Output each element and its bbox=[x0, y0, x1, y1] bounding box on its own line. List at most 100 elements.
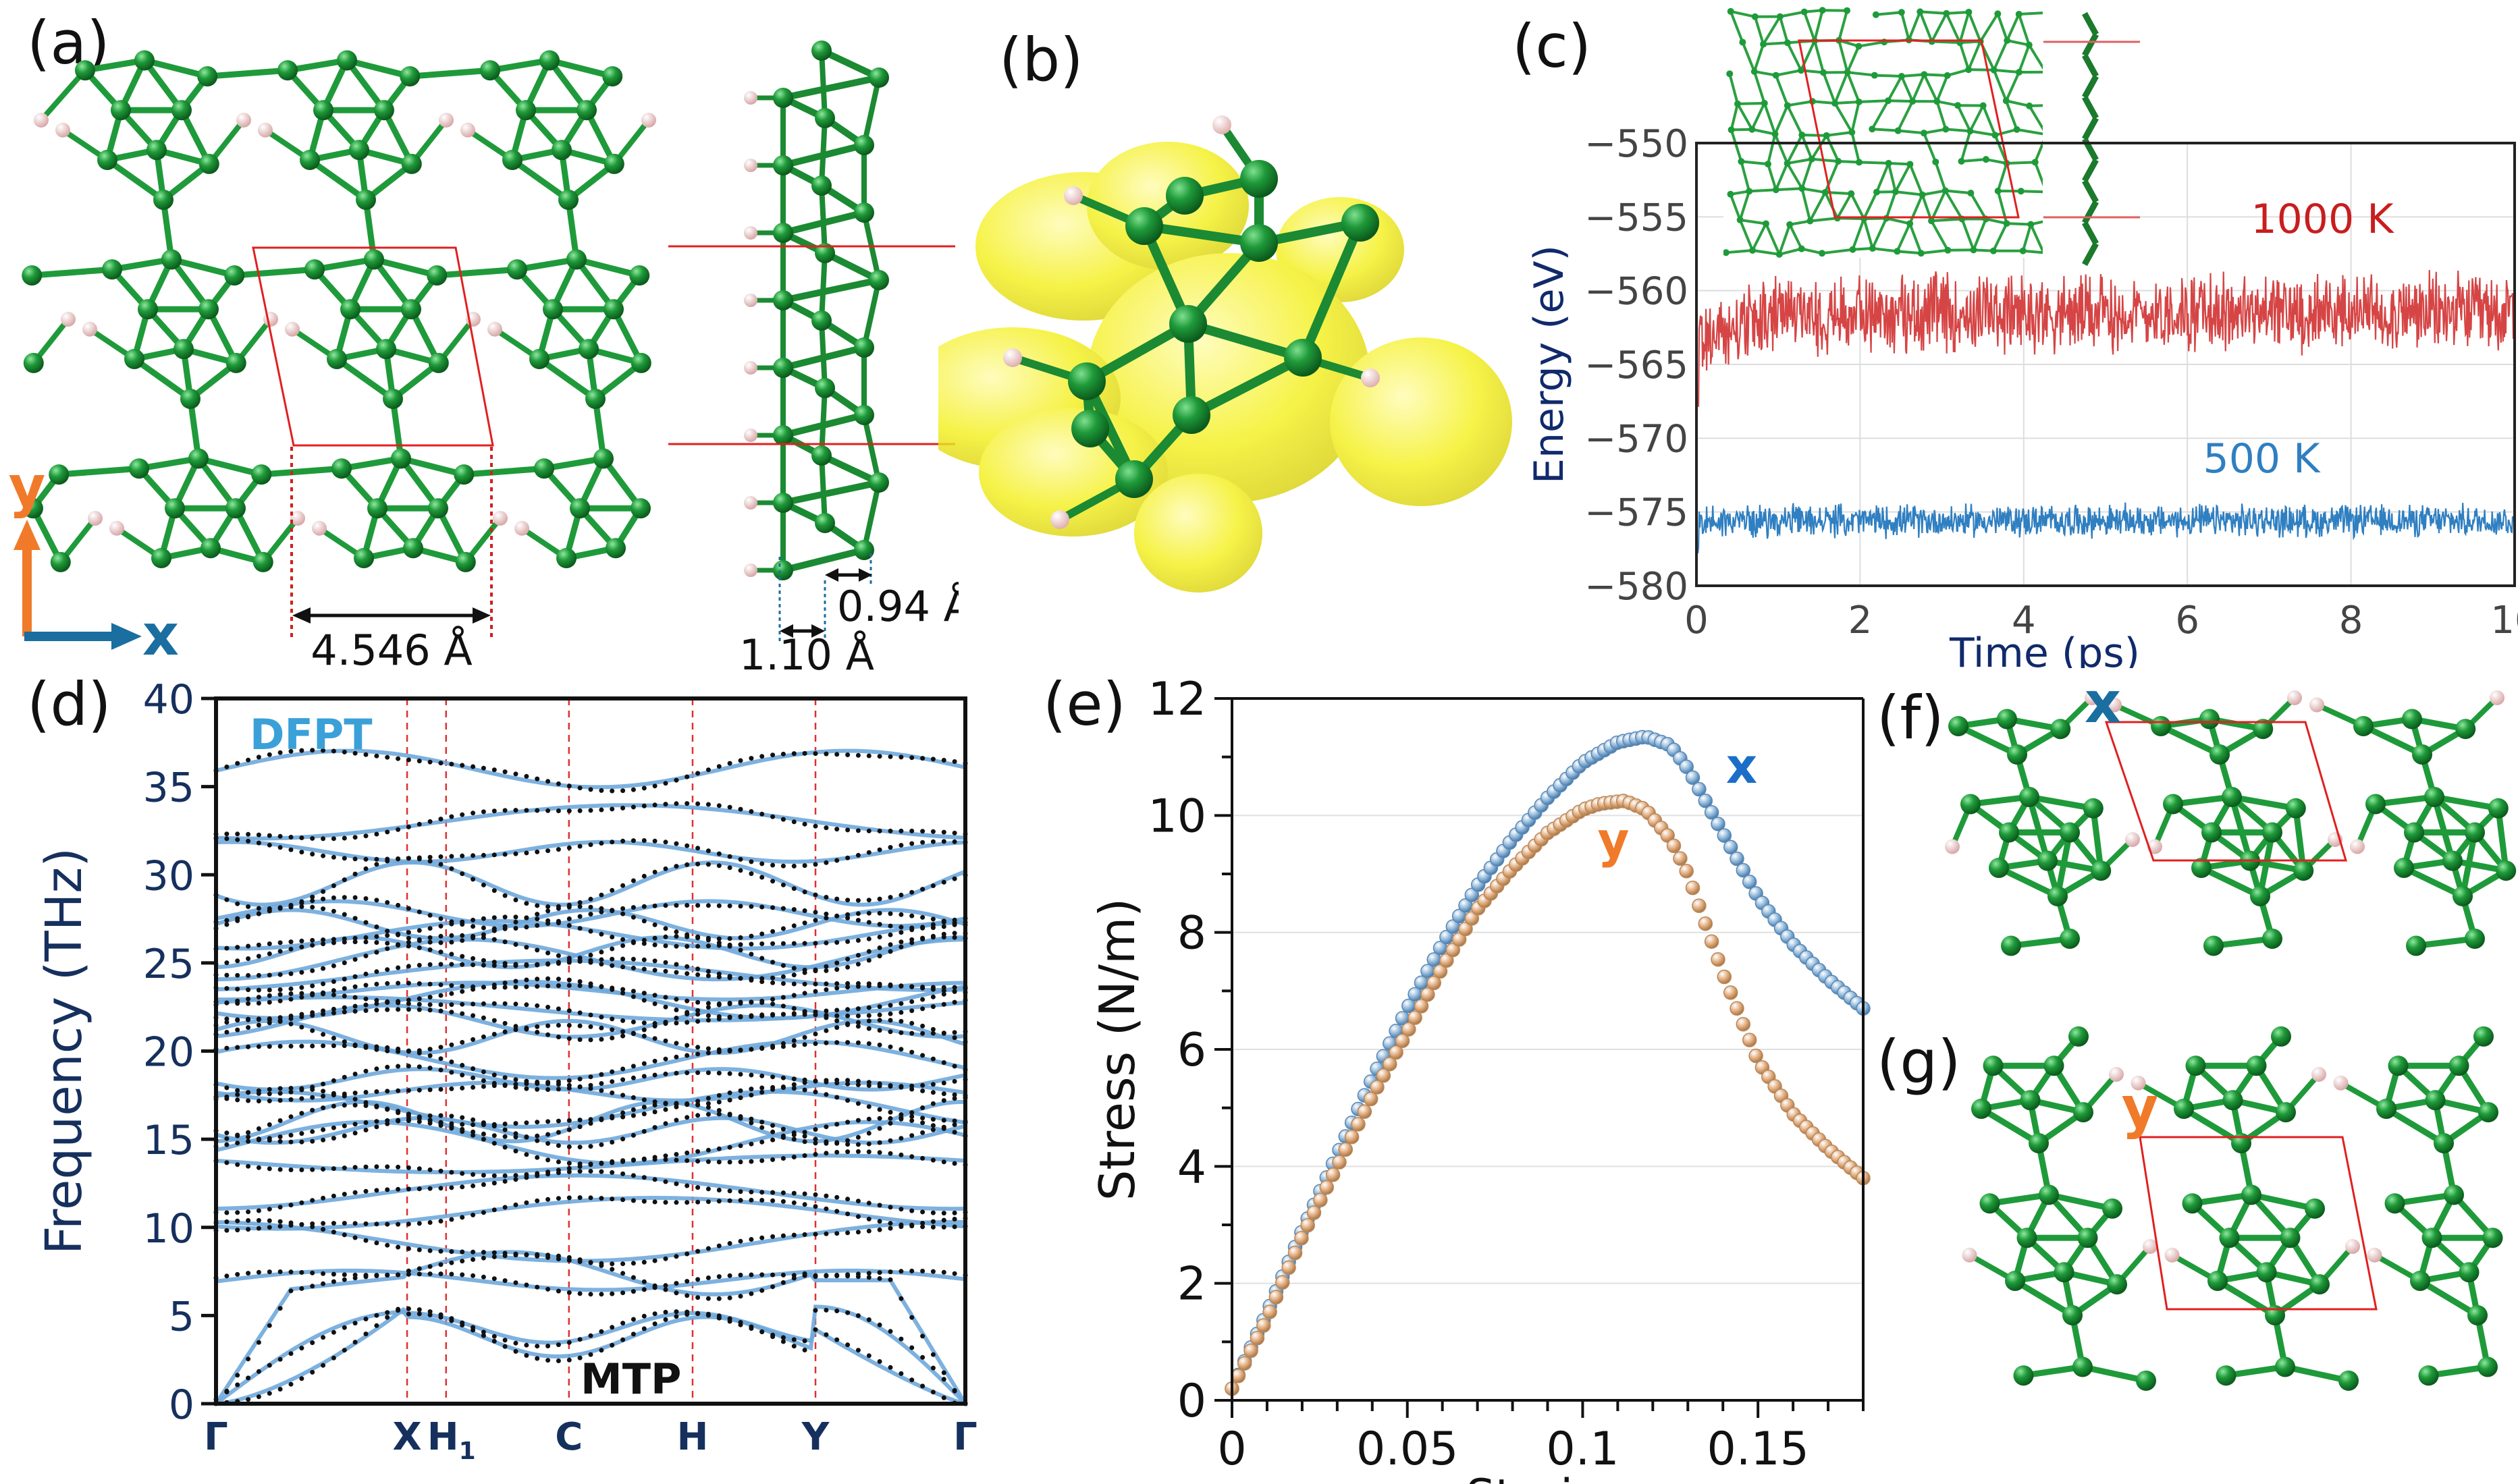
boron-atom bbox=[815, 513, 835, 533]
data-point bbox=[1231, 1369, 1246, 1383]
boron-atom bbox=[854, 202, 874, 223]
mtp-point bbox=[909, 828, 915, 833]
mtp-point bbox=[352, 1340, 358, 1345]
boron-atom bbox=[2394, 858, 2414, 878]
mtp-point bbox=[866, 1130, 872, 1136]
mtp-point bbox=[246, 1397, 251, 1402]
mtp-point bbox=[749, 1189, 754, 1194]
mtp-point bbox=[513, 1280, 518, 1286]
mtp-point bbox=[224, 764, 230, 769]
mtp-point bbox=[824, 964, 829, 969]
boron-atom bbox=[111, 100, 131, 121]
mtp-point bbox=[610, 1261, 615, 1267]
boron-atom bbox=[2020, 1090, 2041, 1111]
boron-atom bbox=[773, 358, 793, 378]
b-b-bond bbox=[2401, 864, 2466, 900]
mtp-point bbox=[727, 1198, 732, 1203]
inset-bond bbox=[1813, 40, 1825, 74]
mtp-point bbox=[321, 981, 326, 987]
mtp-point bbox=[705, 1050, 711, 1055]
mtp-point bbox=[417, 1311, 422, 1317]
mtp-point bbox=[310, 937, 315, 943]
mtp-point bbox=[246, 838, 251, 844]
boron-atom bbox=[356, 190, 376, 210]
mtp-point bbox=[481, 962, 486, 968]
mtp-point bbox=[738, 1198, 743, 1203]
mtp-point bbox=[342, 895, 347, 900]
mtp-point bbox=[235, 1210, 240, 1215]
strained-lattice-x bbox=[1945, 690, 2517, 956]
mtp-point bbox=[685, 1293, 690, 1298]
mtp-point bbox=[631, 1031, 636, 1037]
mtp-point bbox=[770, 1123, 776, 1128]
mtp-point bbox=[770, 1137, 776, 1143]
mtp-point bbox=[406, 935, 411, 941]
y-tick-label: 2 bbox=[1177, 1258, 1206, 1311]
inset-bond bbox=[1773, 133, 1789, 164]
mtp-point bbox=[577, 844, 583, 849]
mtp-point bbox=[277, 1356, 283, 1362]
mtp-point bbox=[513, 1134, 518, 1140]
boron-atom bbox=[1071, 410, 1109, 447]
x-axis-arrow-head bbox=[111, 623, 142, 650]
mtp-point bbox=[791, 1344, 797, 1349]
mtp-point bbox=[352, 1103, 358, 1108]
mtp-point bbox=[824, 1273, 829, 1279]
mtp-point bbox=[256, 911, 261, 916]
mtp-point bbox=[770, 1198, 776, 1203]
mtp-point bbox=[288, 1114, 294, 1120]
mtp-point bbox=[385, 946, 390, 952]
mtp-point bbox=[899, 930, 904, 935]
mtp-point bbox=[321, 1008, 326, 1014]
mtp-point bbox=[471, 853, 476, 858]
mtp-point bbox=[471, 1122, 476, 1128]
hydrogen-atom bbox=[744, 159, 757, 172]
mtp-point bbox=[471, 917, 476, 923]
data-point bbox=[1287, 1245, 1303, 1261]
boron-atom bbox=[2262, 822, 2282, 843]
mtp-point bbox=[631, 994, 636, 999]
mtp-point bbox=[299, 835, 304, 840]
mtp-point bbox=[705, 1005, 711, 1010]
inset-bond bbox=[1935, 101, 1948, 130]
mtp-point bbox=[749, 1237, 754, 1242]
mtp-point bbox=[749, 1047, 754, 1052]
mtp-point bbox=[802, 1087, 807, 1093]
inset-bond bbox=[1838, 40, 1849, 73]
boron-atom bbox=[2219, 1228, 2240, 1248]
mtp-point bbox=[899, 892, 904, 898]
mtp-point bbox=[545, 1141, 551, 1146]
mtp-point bbox=[855, 1348, 861, 1353]
boron-atom bbox=[773, 223, 793, 243]
inset-bond bbox=[1908, 163, 1924, 196]
inset-atom bbox=[1739, 38, 1746, 46]
inset-bond bbox=[1786, 134, 1804, 164]
mtp-point bbox=[824, 1307, 829, 1313]
mtp-point bbox=[556, 1006, 561, 1012]
mtp-point bbox=[791, 1136, 797, 1142]
mtp-point bbox=[406, 981, 411, 986]
inset-bond bbox=[2004, 72, 2020, 102]
mtp-point bbox=[417, 1087, 422, 1093]
inset-atom bbox=[1784, 160, 1791, 167]
mtp-point bbox=[641, 873, 647, 879]
inset-atom bbox=[1844, 7, 1851, 14]
mtp-point bbox=[385, 1121, 390, 1126]
mtp-point bbox=[331, 1136, 336, 1141]
mtp-point bbox=[406, 1246, 411, 1251]
kpoint-label: H bbox=[677, 1415, 709, 1459]
mtp-point bbox=[545, 1081, 551, 1087]
mtp-point bbox=[759, 956, 765, 961]
mtp-point bbox=[460, 1320, 465, 1325]
boron-atom bbox=[2019, 787, 2039, 807]
boron-atom bbox=[1068, 362, 1106, 400]
mtp-point bbox=[588, 1169, 593, 1174]
mtp-point bbox=[770, 1001, 776, 1007]
mtp-point bbox=[460, 983, 465, 989]
mtp-point bbox=[780, 1199, 786, 1204]
mtp-point bbox=[941, 829, 946, 835]
mtp-point bbox=[524, 963, 529, 968]
mtp-point bbox=[406, 1306, 411, 1311]
inset-bond bbox=[1821, 248, 1853, 255]
mtp-point bbox=[791, 1132, 797, 1138]
